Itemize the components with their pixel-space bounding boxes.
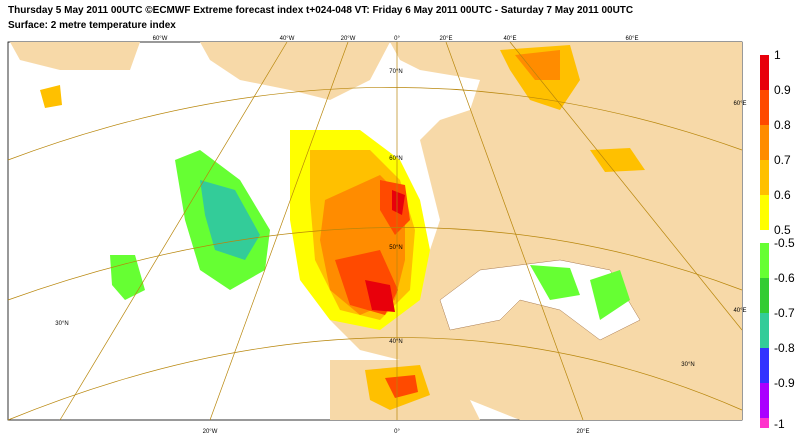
legend-swatch <box>760 418 769 428</box>
graticule-label: 40°E <box>503 36 516 42</box>
graticule-label: 70°N <box>389 69 402 75</box>
cold-anomaly <box>110 150 630 320</box>
legend-swatch <box>760 55 769 90</box>
graticule-label: 30°N <box>681 362 694 368</box>
legend-label: 1 <box>774 48 781 62</box>
subtitle: Surface: 2 metre temperature index <box>8 20 176 31</box>
land-greenland <box>10 42 390 100</box>
graticule-label: 20°E <box>576 429 589 435</box>
legend-swatch <box>760 125 769 160</box>
graticule-lines <box>7 41 743 421</box>
warm-anomaly <box>335 180 410 315</box>
warm-anomaly <box>515 50 560 80</box>
legend-label: 0.6 <box>774 188 791 202</box>
legend-label: -0.7 <box>774 306 795 320</box>
graticule-label: 50°N <box>389 245 402 251</box>
legend-label: 0.7 <box>774 153 791 167</box>
graticule-label: 60°N <box>389 156 402 162</box>
graticule-label: 0° <box>394 36 400 42</box>
legend-label: 0.8 <box>774 118 791 132</box>
graticule-label: 60°E <box>625 36 638 42</box>
legend-label: -1 <box>774 417 785 431</box>
legend-swatch <box>760 313 769 348</box>
legend-swatch <box>760 195 769 230</box>
legend-swatch <box>760 348 769 383</box>
graticule-label: 20°W <box>341 36 356 42</box>
graticule-label: 40°E <box>733 308 746 314</box>
graticule-label: 40°W <box>280 36 295 42</box>
graticule-label: 0° <box>394 429 400 435</box>
legend-label: -0.9 <box>774 376 795 390</box>
legend-label: 0.9 <box>774 83 791 97</box>
graticule-label: 60°W <box>153 36 168 42</box>
legend-label: -0.6 <box>774 271 795 285</box>
legend-label: -0.8 <box>774 341 795 355</box>
graticule-label: 20°W <box>203 429 218 435</box>
legend-label: -0.5 <box>774 236 795 250</box>
graticule-label: 20°E <box>439 36 452 42</box>
legend-swatch <box>760 243 769 278</box>
legend-swatch <box>760 90 769 125</box>
cold-anomaly <box>200 180 260 260</box>
legend-swatch <box>760 383 769 418</box>
legend-swatch <box>760 278 769 313</box>
title: Thursday 5 May 2011 00UTC ©ECMWF Extreme… <box>8 5 633 16</box>
graticule-label: 30°N <box>55 321 68 327</box>
map <box>7 41 743 421</box>
graticule-label: 60°E <box>733 101 746 107</box>
warm-anomaly <box>365 190 405 312</box>
warm-anomaly <box>385 375 418 398</box>
legend-label: 0.5 <box>774 223 791 237</box>
legend-swatch <box>760 160 769 195</box>
graticule-label: 40°N <box>389 339 402 345</box>
